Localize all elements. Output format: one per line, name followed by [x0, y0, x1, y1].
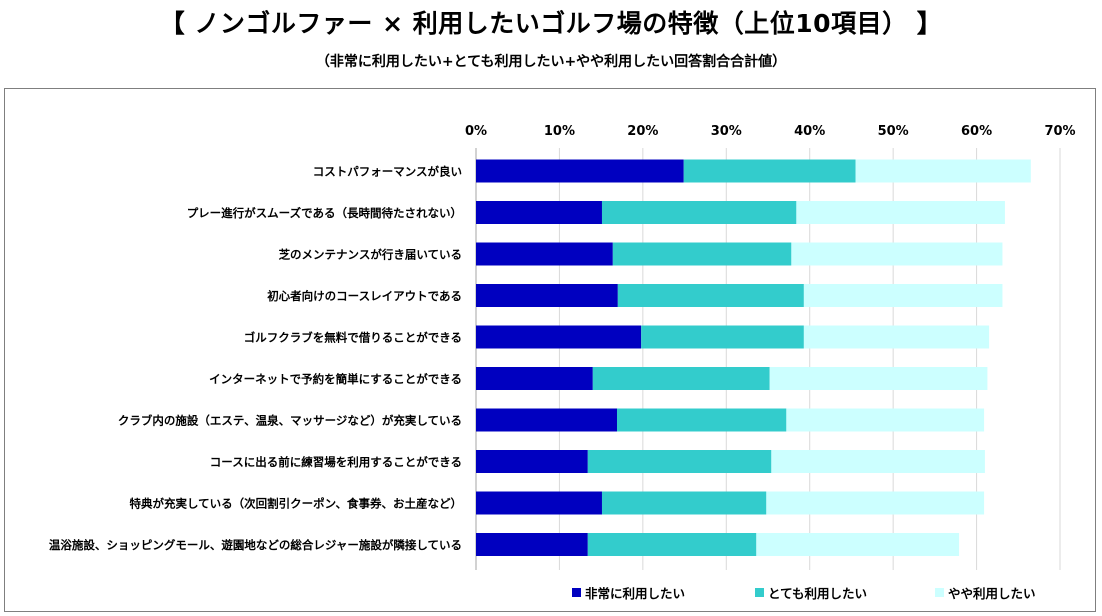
- bar-segment-series-2: [683, 159, 856, 183]
- chart-frame: [4, 88, 1096, 612]
- bar-segment-series-1: [476, 325, 642, 349]
- x-tick-label: 50%: [878, 124, 909, 139]
- category-label: コストパフォーマンスが良い: [313, 165, 462, 179]
- bar-segment-series-3: [855, 159, 1031, 183]
- x-tick-label: 70%: [1044, 124, 1075, 139]
- bar-segment-series-1: [476, 201, 602, 224]
- bar-segment-series-3: [756, 533, 960, 556]
- category-label: 温浴施設、ショッピングモール、遊園地などの総合レジャー施設が隣接している: [49, 538, 462, 552]
- legend-swatch-quite: [755, 588, 764, 597]
- bar-segment-series-2: [616, 408, 787, 432]
- legend-label-quite: とても利用したい: [768, 586, 868, 601]
- legend-label-somewhat: やや利用したい: [948, 586, 1036, 601]
- bar-segment-series-2: [601, 491, 767, 515]
- category-label: ゴルフクラブを無料で借りることができる: [244, 331, 462, 345]
- x-tick-label: 30%: [711, 124, 742, 139]
- bar-segment-series-3: [771, 450, 985, 473]
- bar-segment-series-1: [476, 533, 588, 556]
- x-tick-label: 0%: [465, 124, 487, 139]
- legend-item-somewhat: やや利用したい: [935, 583, 1036, 602]
- bar-segment-series-2: [617, 284, 804, 307]
- chart-title: 【 ノンゴルファー × 利用したいゴルフ場の特徴（上位10項目） 】: [159, 9, 943, 38]
- legend-label-very-much: 非常に利用したい: [585, 586, 686, 601]
- category-label: プレー進行がスムーズである（長時間待たされない）: [187, 206, 462, 220]
- bar-segment-series-1: [476, 450, 588, 473]
- legend-swatch-very-much: [572, 588, 581, 597]
- bar-segment-series-2: [587, 533, 757, 556]
- bar-segment-series-3: [766, 491, 985, 515]
- category-label: 初心者向けのコースレイアウトである: [267, 289, 462, 303]
- category-label: インターネットで予約を簡単にすることができる: [209, 372, 462, 386]
- bar-segment-series-2: [641, 325, 804, 349]
- bar-segment-series-1: [476, 408, 617, 432]
- chart-subtitle: （非常に利用したい+とても利用したい+やや利用したい回答割合合計値）: [315, 54, 787, 70]
- category-label: コースに出る前に練習場を利用することができる: [210, 455, 462, 469]
- bar-segment-series-3: [791, 242, 1003, 266]
- x-tick-label: 10%: [544, 124, 575, 139]
- bar-segment-series-1: [476, 491, 602, 515]
- bar-segment-series-1: [476, 159, 684, 183]
- bar-segment-series-3: [803, 284, 1003, 307]
- bar-segment-series-1: [476, 242, 613, 266]
- legend-swatch-somewhat: [935, 588, 944, 597]
- bar-segment-series-1: [476, 367, 593, 390]
- bar-segment-series-3: [803, 325, 990, 349]
- x-tick-label: 40%: [794, 124, 825, 139]
- x-tick-label: 60%: [961, 124, 992, 139]
- bar-segment-series-3: [796, 201, 1005, 224]
- bar-segment-series-2: [587, 450, 772, 473]
- legend-item-quite: とても利用したい: [755, 583, 867, 602]
- category-label: クラブ内の施設（エステ、温泉、マッサージなど）が充実している: [118, 414, 462, 428]
- bar-segment-series-1: [476, 284, 618, 307]
- bar-segment-series-3: [769, 367, 988, 390]
- bar-segment-series-2: [612, 242, 792, 266]
- category-label: 特典が充実している（次回割引クーポン、食事券、お土産など）: [130, 497, 462, 511]
- x-tick-label: 20%: [627, 124, 658, 139]
- legend-item-very-much: 非常に利用したい: [572, 583, 685, 602]
- chart-legend: 非常に利用したい とても利用したい やや利用したい: [0, 583, 1102, 603]
- bar-segment-series-2: [592, 367, 770, 390]
- bar-segment-series-3: [786, 408, 985, 432]
- category-label: 芝のメンテナンスが行き届いている: [279, 248, 462, 262]
- bar-segment-series-2: [601, 201, 797, 224]
